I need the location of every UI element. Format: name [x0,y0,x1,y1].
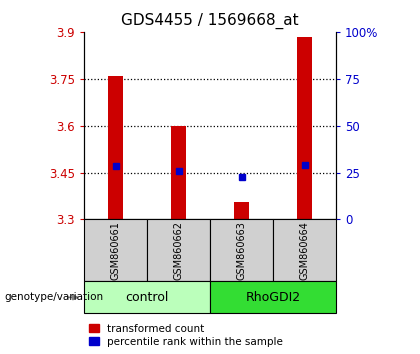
Text: control: control [125,291,169,304]
Bar [273,219,336,281]
Bar [108,76,123,219]
Text: GSM860664: GSM860664 [299,221,310,280]
Text: GDS4455 / 1569668_at: GDS4455 / 1569668_at [121,12,299,29]
Text: GSM860661: GSM860661 [110,221,121,280]
Bar [171,126,186,219]
Text: RhoGDI2: RhoGDI2 [245,291,301,304]
Bar [84,281,210,313]
Bar [84,219,147,281]
Bar [297,36,312,219]
Legend: transformed count, percentile rank within the sample: transformed count, percentile rank withi… [89,324,283,347]
Text: GSM860663: GSM860663 [236,221,247,280]
Bar [147,219,210,281]
Bar [234,202,249,219]
Text: genotype/variation: genotype/variation [4,292,103,302]
Text: GSM860662: GSM860662 [173,221,184,280]
Bar [210,219,273,281]
Bar [210,281,336,313]
